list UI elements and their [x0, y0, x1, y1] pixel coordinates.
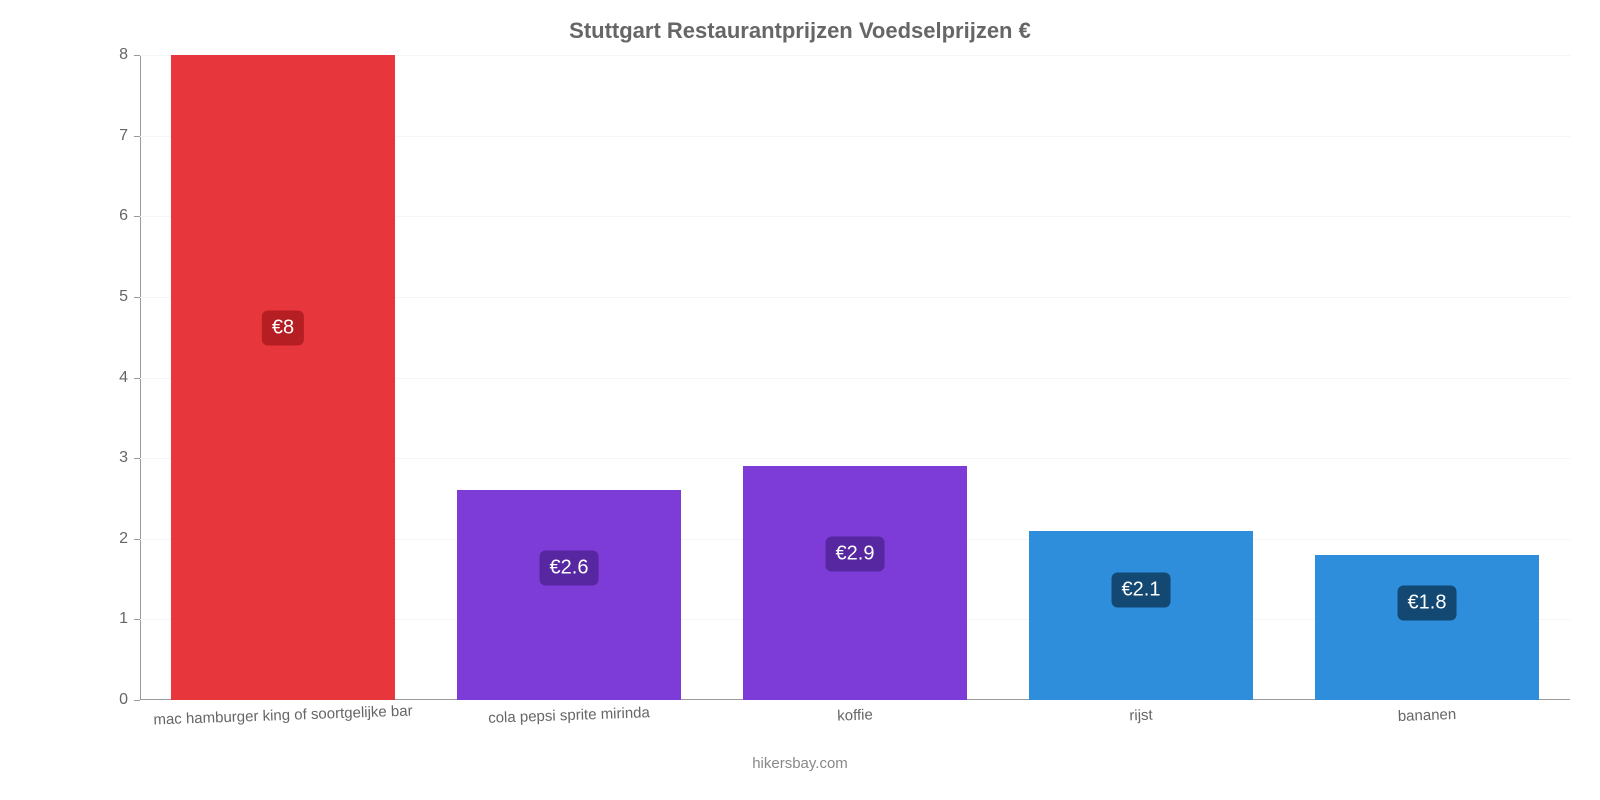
- bar: €2.6: [457, 490, 680, 700]
- y-tick-label: 8: [0, 46, 128, 64]
- chart-title: Stuttgart Restaurantprijzen Voedselprijz…: [0, 0, 1600, 44]
- x-axis-labels: mac hamburger king of soortgelijke bar co…: [140, 705, 1570, 745]
- bar: €2.1: [1029, 531, 1252, 700]
- bar: €1.8: [1315, 555, 1538, 700]
- y-tick-mark: [134, 700, 140, 701]
- x-category-label: koffie: [837, 706, 873, 724]
- bar-value-label: €2.6: [540, 550, 599, 585]
- y-tick-label: 4: [0, 369, 128, 387]
- bar-value-label: €1.8: [1398, 586, 1457, 621]
- y-tick-label: 3: [0, 449, 128, 467]
- bar: €2.9: [743, 466, 966, 700]
- y-tick-label: 6: [0, 207, 128, 225]
- bars-container: €8 €2.6 €2.9 €2.1 €1.8: [140, 55, 1570, 700]
- bar-value-label: €2.1: [1112, 572, 1171, 607]
- y-tick-label: 1: [0, 610, 128, 628]
- x-category-label: bananen: [1398, 706, 1457, 725]
- bar: €8: [171, 55, 394, 700]
- x-category-label: mac hamburger king of soortgelijke bar: [153, 702, 413, 728]
- bar-value-label: €2.9: [826, 537, 885, 572]
- attribution-text: hikersbay.com: [752, 755, 848, 772]
- y-tick-label: 0: [0, 691, 128, 709]
- x-category-label: rijst: [1129, 707, 1153, 725]
- bar-value-label: €8: [262, 311, 304, 346]
- y-tick-label: 5: [0, 288, 128, 306]
- y-tick-label: 2: [0, 530, 128, 548]
- x-category-label: cola pepsi sprite mirinda: [488, 704, 650, 727]
- chart-plot-area: €8 €2.6 €2.9 €2.1 €1.8: [140, 55, 1570, 700]
- y-tick-label: 7: [0, 127, 128, 145]
